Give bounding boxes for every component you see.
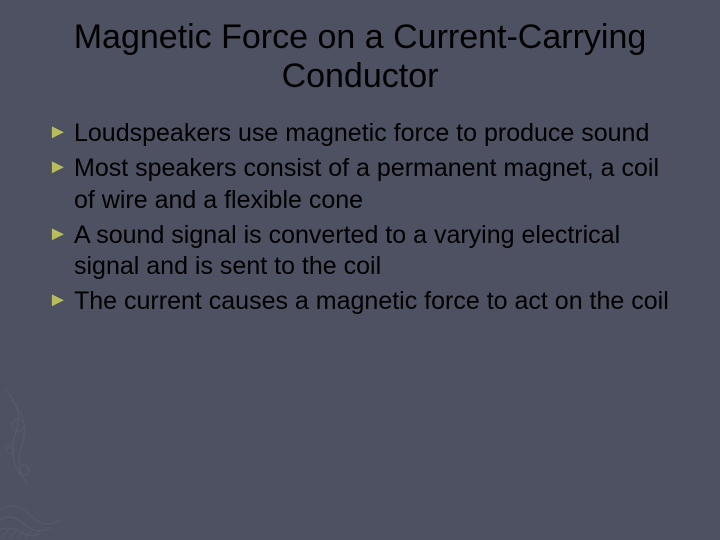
bullet-marker-icon: ►: [48, 224, 68, 244]
bullet-marker-icon: ►: [48, 157, 68, 177]
bullet-text: A sound signal is converted to a varying…: [74, 221, 620, 280]
bullet-marker-icon: ►: [48, 290, 68, 310]
slide: Magnetic Force on a Current-Carrying Con…: [0, 0, 720, 540]
bullet-marker-icon: ►: [48, 122, 68, 142]
bullet-item: ► Most speakers consist of a permanent m…: [48, 153, 672, 216]
bullet-item: ► Loudspeakers use magnetic force to pro…: [48, 118, 672, 149]
slide-title: Magnetic Force on a Current-Carrying Con…: [48, 18, 672, 96]
bullet-text: Loudspeakers use magnetic force to produ…: [74, 119, 649, 147]
bullet-text: The current causes a magnetic force to a…: [74, 287, 669, 315]
bullet-text: Most speakers consist of a permanent mag…: [74, 154, 659, 213]
corner-decoration-icon: [0, 380, 90, 540]
bullet-item: ► The current causes a magnetic force to…: [48, 286, 672, 317]
bullet-item: ► A sound signal is converted to a varyi…: [48, 220, 672, 283]
bullet-list: ► Loudspeakers use magnetic force to pro…: [48, 118, 672, 318]
